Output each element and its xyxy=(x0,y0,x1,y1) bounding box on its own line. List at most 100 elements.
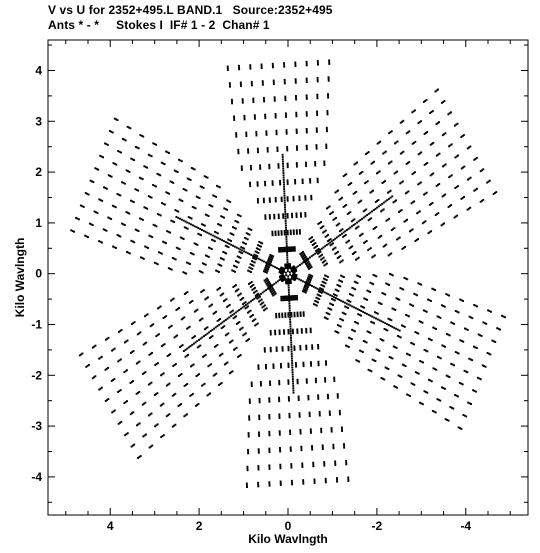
uv-point xyxy=(330,428,333,431)
uv-point xyxy=(229,311,232,314)
uv-point xyxy=(264,115,267,118)
uv-point xyxy=(264,216,267,219)
uv-point xyxy=(327,307,330,310)
uv-point xyxy=(465,415,468,418)
uv-point xyxy=(278,417,281,419)
uv-point xyxy=(410,304,413,307)
uv-point xyxy=(269,286,272,289)
uv-point xyxy=(246,469,249,472)
uv-point xyxy=(283,331,285,333)
uv-point xyxy=(280,233,283,236)
uv-point xyxy=(200,318,203,321)
uv-point xyxy=(309,276,311,279)
uv-point xyxy=(291,328,294,331)
uv-point xyxy=(321,261,324,264)
uv-point xyxy=(404,365,407,367)
uv-point xyxy=(194,341,197,344)
uv-point xyxy=(413,292,416,295)
uv-point xyxy=(111,204,114,207)
uv-point xyxy=(167,152,170,154)
uv-point xyxy=(335,216,338,219)
uv-point xyxy=(163,163,166,166)
uv-point xyxy=(167,354,170,357)
uv-point xyxy=(204,333,207,336)
uv-point xyxy=(318,298,321,301)
uv-point xyxy=(264,308,267,311)
uv-point xyxy=(443,133,446,136)
uv-point xyxy=(280,299,283,302)
plot-frame xyxy=(47,39,529,516)
uv-point xyxy=(328,410,331,413)
uv-point xyxy=(263,347,266,350)
uv-point xyxy=(139,256,142,259)
uv-point xyxy=(284,206,286,209)
uv-point xyxy=(358,360,361,363)
uv-point xyxy=(82,205,85,208)
uv-point xyxy=(289,332,292,335)
uv-point xyxy=(278,250,281,253)
uv-point xyxy=(304,287,307,290)
uv-point xyxy=(268,400,271,403)
uv-point xyxy=(144,401,147,404)
uv-point xyxy=(73,230,76,233)
uv-point xyxy=(147,195,150,198)
uv-point xyxy=(246,486,248,489)
uv-point xyxy=(284,95,287,98)
uv-point xyxy=(311,275,314,278)
uv-point xyxy=(147,246,149,249)
uv-point xyxy=(252,264,255,267)
uv-point xyxy=(271,234,274,237)
uv-point xyxy=(113,409,116,412)
uv-point xyxy=(296,378,299,381)
uv-point xyxy=(343,312,346,315)
uv-point xyxy=(225,252,228,255)
uv-point xyxy=(119,358,122,361)
uv-point xyxy=(286,213,289,215)
uv-point xyxy=(288,416,291,419)
uv-point xyxy=(373,316,376,319)
uv-point xyxy=(99,356,102,359)
uv-point xyxy=(345,302,348,305)
uv-point xyxy=(133,241,136,244)
uv-point xyxy=(441,344,444,347)
uv-point xyxy=(329,244,332,247)
uv-point xyxy=(417,282,420,285)
uv-point xyxy=(317,301,319,304)
uv-point xyxy=(253,319,255,322)
uv-point xyxy=(377,301,380,304)
uv-point xyxy=(268,481,271,484)
uv-point xyxy=(339,234,342,236)
uv-point xyxy=(357,256,360,259)
uv-point xyxy=(159,251,162,254)
uv-point xyxy=(288,414,291,417)
uv-point xyxy=(295,229,298,232)
uv-point xyxy=(304,211,307,214)
uv-point xyxy=(280,274,283,277)
uv-point xyxy=(365,341,368,344)
uv-point xyxy=(165,384,168,387)
uv-point xyxy=(407,190,410,193)
uv-point xyxy=(278,398,281,401)
uv-point xyxy=(307,275,310,278)
uv-point xyxy=(248,398,251,401)
uv-point xyxy=(222,258,225,261)
uv-point xyxy=(278,432,281,434)
uv-point xyxy=(320,427,323,430)
uv-point xyxy=(308,282,311,285)
uv-point xyxy=(271,257,274,260)
uv-point xyxy=(283,194,286,197)
uv-point xyxy=(295,113,298,116)
uv-point xyxy=(448,334,451,337)
uv-point xyxy=(438,183,441,185)
uv-point xyxy=(472,389,475,392)
uv-point xyxy=(315,296,318,299)
uv-point xyxy=(243,118,246,121)
uv-point xyxy=(305,331,308,334)
uv-point xyxy=(255,130,258,133)
uv-point xyxy=(376,312,379,315)
uv-point xyxy=(148,234,151,237)
uv-point xyxy=(268,451,271,454)
uv-point xyxy=(228,341,231,344)
uv-point xyxy=(140,134,143,137)
uv-point xyxy=(288,399,290,402)
